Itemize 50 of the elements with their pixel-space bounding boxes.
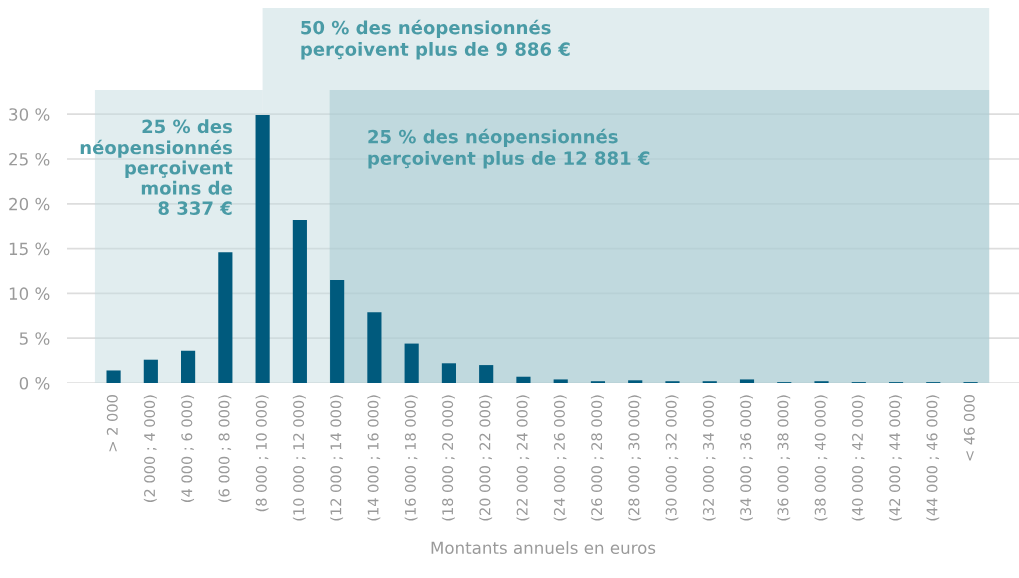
x-tick-label: (22 000 ; 24 000) <box>516 395 530 521</box>
bar <box>143 359 158 383</box>
y-tick-label: 20 % <box>9 197 50 211</box>
x-tick-label: (42 000 ; 44 000) <box>889 395 902 521</box>
bar <box>218 252 233 383</box>
y-tick-label: 25 % <box>9 152 50 166</box>
bar <box>292 219 307 383</box>
bar <box>330 279 345 383</box>
x-tick-label: (34 000 ; 36 000) <box>739 395 753 521</box>
bar <box>181 350 196 383</box>
x-tick-label: (10 000 ; 12 000) <box>292 395 306 521</box>
x-axis-title: Montants annuels en euros <box>431 541 656 555</box>
y-tick-label: 5 % <box>19 332 50 345</box>
x-tick-label: (44 000 ; 46 000) <box>926 395 940 521</box>
x-tick-label: (16 000 ; 18 000) <box>404 395 418 521</box>
bar <box>404 343 419 383</box>
bar <box>255 115 270 383</box>
bar <box>106 370 121 383</box>
x-tick-label: (4 000 ; 6 000) <box>181 395 195 502</box>
x-tick-label: (30 000 ; 32 000) <box>665 395 679 521</box>
band-label: 25 % des néopensionnés perçoivent moins de 8 337 € <box>80 119 233 216</box>
y-tick-label: 30 % <box>9 108 50 121</box>
x-tick-label: (14 000 ; 16 000) <box>367 395 381 521</box>
x-tick-label: (40 000 ; 42 000) <box>851 395 865 521</box>
band-label: 25 % des néopensionnés perçoivent plus de 12 881 € <box>368 128 650 169</box>
x-tick-label: (12 000 ; 14 000) <box>330 395 344 521</box>
y-tick-label: 0 % <box>19 376 50 390</box>
x-tick-label: (8 000 ; 10 000) <box>255 395 269 512</box>
bar <box>441 363 456 383</box>
x-tick-label: > 2 000 <box>106 395 118 452</box>
bar <box>479 365 494 383</box>
y-tick-label: 10 % <box>9 287 50 300</box>
x-tick-label: (32 000 ; 34 000) <box>702 395 716 521</box>
bar <box>367 312 382 383</box>
x-tick-label: (18 000 ; 20 000) <box>441 395 455 521</box>
bar <box>516 376 531 383</box>
bar <box>553 379 568 383</box>
x-tick-label: (24 000 ; 26 000) <box>553 395 567 521</box>
bar <box>739 379 755 383</box>
x-tick-label: (20 000 ; 22 000) <box>479 395 493 521</box>
band-label: 50 % des néopensionnés perçoivent plus de 9 886 € <box>301 19 570 60</box>
y-tick-label: 15 % <box>9 242 50 256</box>
bar <box>628 380 643 383</box>
x-tick-label: (36 000 ; 38 000) <box>777 395 791 521</box>
x-tick-label: (6 000 ; 8 000) <box>218 395 232 502</box>
x-tick-label: (2 000 ; 4 000) <box>143 395 157 502</box>
x-tick-label: < 46 000 <box>963 395 975 461</box>
x-tick-label: (26 000 ; 28 000) <box>590 395 604 521</box>
x-tick-label: (28 000 ; 30 000) <box>628 395 642 521</box>
x-tick-label: (38 000 ; 40 000) <box>814 395 828 521</box>
